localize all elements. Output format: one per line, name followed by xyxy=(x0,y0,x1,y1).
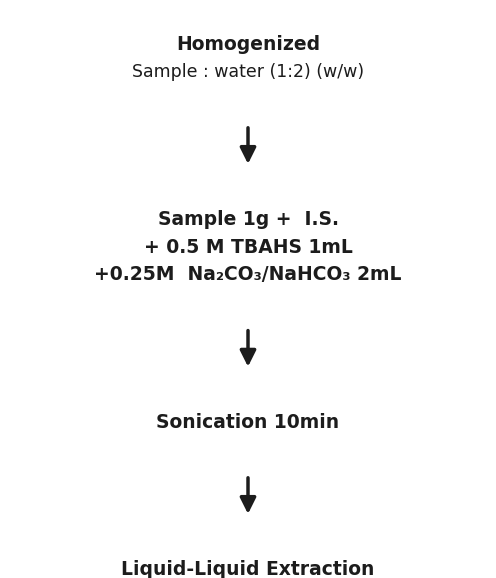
Text: Liquid-Liquid Extraction: Liquid-Liquid Extraction xyxy=(122,560,374,578)
Text: + 0.5 M TBAHS 1mL: + 0.5 M TBAHS 1mL xyxy=(143,238,353,257)
Text: Sample : water (1:2) (w/w): Sample : water (1:2) (w/w) xyxy=(132,63,364,81)
Text: Homogenized: Homogenized xyxy=(176,35,320,54)
Text: Sonication 10min: Sonication 10min xyxy=(156,413,340,432)
Text: Sample 1g +  I.S.: Sample 1g + I.S. xyxy=(158,210,338,229)
Text: +0.25M  Na₂CO₃/NaHCO₃ 2mL: +0.25M Na₂CO₃/NaHCO₃ 2mL xyxy=(94,265,402,284)
